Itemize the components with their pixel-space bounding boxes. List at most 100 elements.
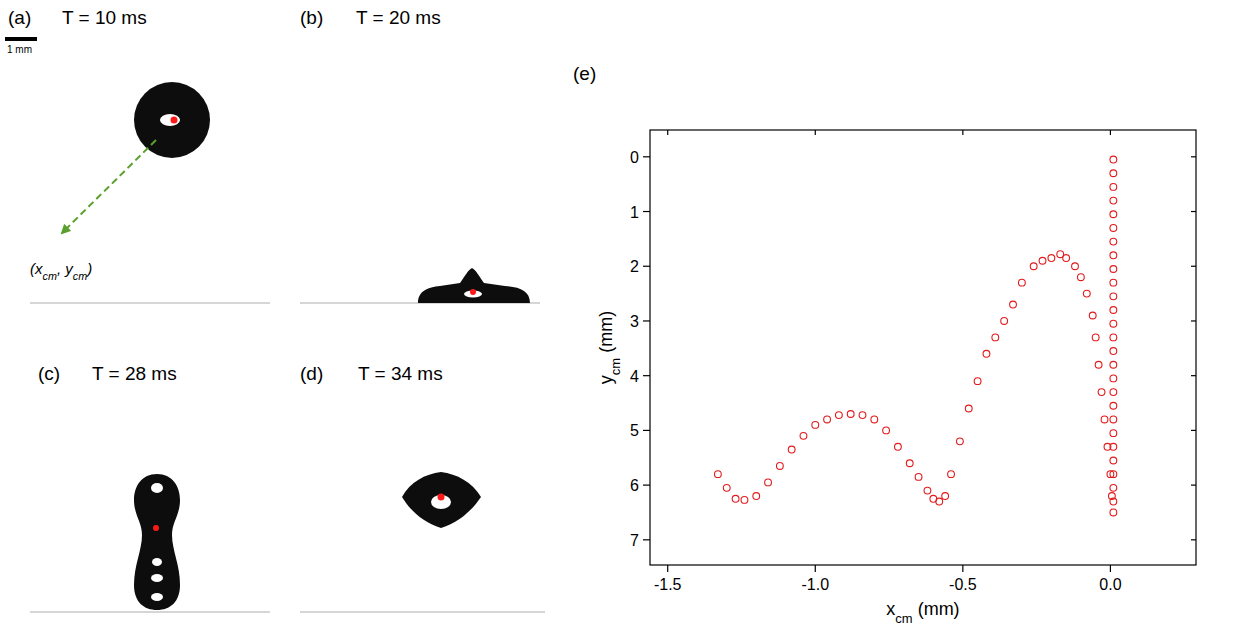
time-label: T = 10 ms — [62, 7, 147, 28]
scale-bar — [5, 37, 37, 41]
y-tick-right — [1191, 211, 1196, 212]
substrate — [30, 611, 270, 613]
point — [1110, 225, 1117, 232]
point — [942, 493, 949, 500]
point — [732, 495, 739, 502]
point — [800, 432, 807, 439]
text-part: (x — [30, 260, 43, 277]
point — [1110, 402, 1117, 409]
y-tick-right — [1191, 485, 1196, 486]
x-tick-top — [962, 130, 963, 135]
y-tick-label: 3 — [630, 313, 639, 330]
panel-letter: (a) — [8, 7, 31, 28]
text-part: (mm) — [913, 599, 960, 619]
center-of-mass — [171, 117, 178, 124]
point — [1110, 389, 1117, 396]
point — [948, 471, 955, 478]
x-tick-top — [667, 130, 668, 135]
point — [1110, 184, 1117, 191]
y-tick-right — [1191, 320, 1196, 321]
subscript: cm — [73, 270, 87, 282]
droplet — [402, 472, 481, 528]
point — [847, 411, 854, 418]
point — [1098, 389, 1105, 396]
point — [1101, 416, 1108, 423]
y-tick — [643, 375, 650, 376]
point — [1110, 170, 1117, 177]
point — [1110, 293, 1117, 300]
point — [1048, 255, 1055, 262]
point — [930, 495, 937, 502]
text-part: , y — [57, 260, 74, 277]
point — [1095, 361, 1102, 368]
point — [1104, 443, 1111, 450]
x-tick-top — [815, 130, 816, 135]
point — [812, 422, 819, 429]
x-tick — [667, 565, 668, 572]
highlight — [160, 114, 180, 126]
point — [1110, 252, 1117, 259]
point — [776, 463, 783, 470]
time-label: T = 20 ms — [356, 7, 441, 28]
point — [974, 378, 981, 385]
photo-panel: (c)T = 28 ms — [30, 363, 270, 612]
photo-panel: (a) T = 10 ms — [8, 7, 270, 303]
point — [1110, 320, 1117, 327]
annotation: (xcm, ycm) — [30, 260, 92, 282]
point — [1072, 263, 1079, 270]
point — [1092, 334, 1099, 341]
substrate — [300, 611, 545, 613]
point — [714, 471, 721, 478]
plot-frame — [650, 130, 1196, 565]
point — [859, 412, 866, 419]
point — [753, 493, 760, 500]
x-tick-top — [1110, 130, 1111, 135]
highlight — [152, 558, 162, 566]
point — [883, 427, 890, 434]
photo-panel: (b)T = 20 ms — [300, 7, 540, 303]
y-axis-title: ycm (mm) — [596, 311, 623, 384]
data-points — [714, 156, 1116, 516]
point — [741, 496, 748, 503]
point — [1110, 307, 1117, 314]
point — [1010, 301, 1017, 308]
y-tick-label: 1 — [630, 204, 639, 221]
y-tick-right — [1191, 375, 1196, 376]
point — [1057, 251, 1064, 258]
text-part: ) — [85, 260, 92, 277]
point — [1039, 257, 1046, 264]
x-tick — [962, 565, 963, 572]
y-tick-label: 7 — [630, 532, 639, 549]
point — [956, 438, 963, 445]
point — [895, 443, 902, 450]
y-tick-label: 4 — [630, 368, 639, 385]
center-of-mass — [153, 525, 159, 531]
x-axis-title: xcm (mm) — [886, 599, 959, 626]
y-tick — [643, 266, 650, 267]
scale-bar-label: 1 mm — [7, 44, 32, 55]
subscript: cm — [895, 611, 912, 626]
point — [1083, 290, 1090, 297]
point — [906, 460, 913, 467]
point — [1108, 493, 1115, 500]
point — [1030, 263, 1037, 270]
point — [824, 416, 831, 423]
x-tick — [815, 565, 816, 572]
droplet — [418, 268, 530, 303]
x-tick-label: -1.5 — [654, 576, 682, 593]
subscript: cm — [43, 270, 57, 282]
substrate — [30, 302, 270, 304]
point — [1018, 279, 1025, 286]
point — [1110, 156, 1117, 163]
center-of-mass — [438, 494, 445, 501]
panel-letter: (c) — [38, 363, 60, 384]
axes: -1.5-1.0-0.50.001234567xcm (mm)ycm (mm) — [596, 130, 1196, 626]
point — [1110, 430, 1117, 437]
point — [924, 487, 931, 494]
arrow — [62, 140, 156, 233]
photo-panel: (d)T = 34 ms — [300, 363, 545, 612]
point — [1110, 361, 1117, 368]
point — [1110, 457, 1117, 464]
highlight — [151, 483, 163, 493]
highlight — [151, 574, 163, 582]
